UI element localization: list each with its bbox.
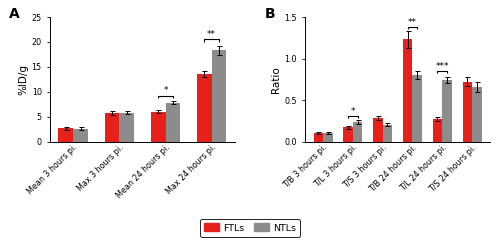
Text: *: *	[350, 107, 355, 116]
Bar	[373, 118, 382, 142]
Bar	[432, 119, 442, 142]
Y-axis label: %ID/g: %ID/g	[18, 64, 28, 95]
Text: B: B	[264, 7, 275, 21]
Bar	[150, 112, 166, 142]
Bar	[472, 87, 482, 142]
Text: A: A	[10, 7, 20, 21]
Bar	[442, 80, 452, 142]
Bar	[120, 113, 134, 142]
Bar	[58, 128, 73, 142]
Bar	[323, 133, 332, 142]
Text: **: **	[207, 30, 216, 39]
Text: *: *	[164, 86, 168, 95]
Bar	[166, 103, 180, 142]
Bar	[382, 125, 392, 142]
Bar	[197, 74, 212, 142]
Bar	[73, 129, 88, 142]
Bar	[462, 82, 472, 142]
Text: **: **	[408, 18, 417, 27]
Bar	[344, 127, 353, 142]
Y-axis label: Ratio: Ratio	[272, 66, 281, 93]
Bar	[403, 40, 412, 142]
Bar	[104, 113, 120, 142]
Bar	[314, 133, 323, 142]
Text: ***: ***	[436, 62, 449, 71]
Bar	[353, 122, 362, 142]
Legend: FTLs, NTLs: FTLs, NTLs	[200, 219, 300, 237]
Bar	[412, 75, 422, 142]
Bar	[212, 51, 226, 142]
